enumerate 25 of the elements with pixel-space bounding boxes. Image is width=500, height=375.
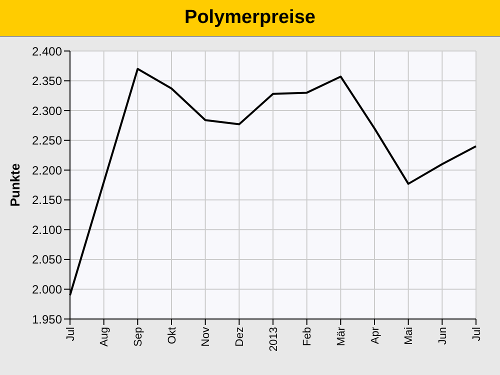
x-tick-label: Mai: [403, 327, 416, 345]
x-tick-label: Feb: [302, 327, 314, 346]
x-tick-label: Jul: [470, 327, 483, 342]
y-axis-title: Punkte: [8, 163, 23, 207]
y-tick-label: 2.300: [32, 104, 62, 118]
x-tick-label: Mär: [335, 326, 348, 346]
chart-title: Polymerpreise: [0, 0, 500, 37]
x-tick-label: Jul: [64, 327, 77, 342]
x-tick-label: Aug: [98, 327, 111, 347]
x-tick-label: 2013: [268, 327, 280, 352]
y-tick-label: 2.050: [32, 252, 62, 267]
x-tick-label: Jun: [436, 327, 449, 345]
x-tick-label: Sep: [132, 327, 144, 347]
x-tick-label: Okt: [166, 327, 178, 344]
y-tick-label: 2.100: [32, 222, 62, 237]
x-tick-label: Nov: [200, 326, 212, 347]
y-tick-label: 2.000: [32, 282, 62, 296]
y-tick-label: 2.150: [32, 193, 62, 208]
y-tick-label: 2.200: [32, 163, 62, 178]
y-tick-label: 2.400: [32, 44, 62, 58]
y-tick-label: 2.350: [32, 74, 62, 88]
y-tick-label: 2.250: [32, 134, 62, 148]
y-tick-label: 1.950: [32, 312, 62, 326]
x-tick-label: Apr: [369, 326, 382, 344]
x-tick-label: Dez: [234, 327, 246, 347]
